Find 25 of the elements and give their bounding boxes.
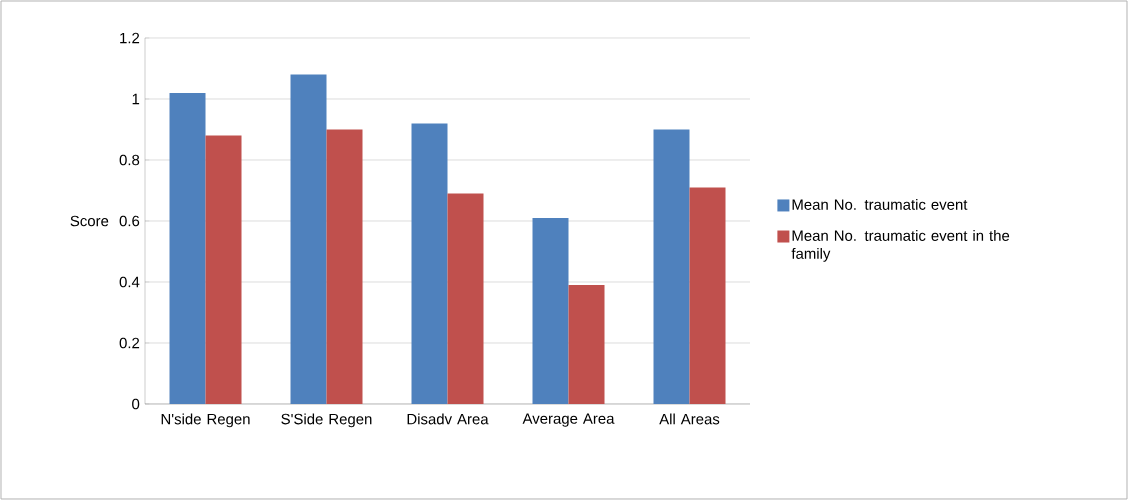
legend-label: Mean No. traumatic event in the family [791,229,1010,262]
legend-label: Mean No. traumatic event [792,198,968,210]
y-tick-label: 1.2 [120,32,140,44]
x-tick-label: Disadv Area [407,413,489,425]
bar [205,135,242,404]
bar [290,74,327,404]
y-tick-label: 0.4 [119,276,140,288]
y-tick-label: 0.2 [119,337,140,349]
y-axis-title: Score [70,215,109,227]
y-tick-label: 1 [132,93,140,105]
x-tick-label: N'side Regen [161,413,250,428]
bar [568,285,605,404]
y-tick-label: 0.8 [119,154,140,166]
x-tick-label: Average Area [522,413,615,427]
bar [447,193,484,404]
y-tick-label: 0 [132,398,140,410]
bar [411,123,448,404]
bar [653,129,690,404]
bar [532,217,569,404]
x-tick-label: S'Side Regen [281,413,372,428]
bar [326,129,363,404]
bar [169,92,206,404]
y-tick-label: 0.6 [119,215,140,227]
bar [689,187,726,404]
x-tick-label: All Areas [659,413,720,425]
